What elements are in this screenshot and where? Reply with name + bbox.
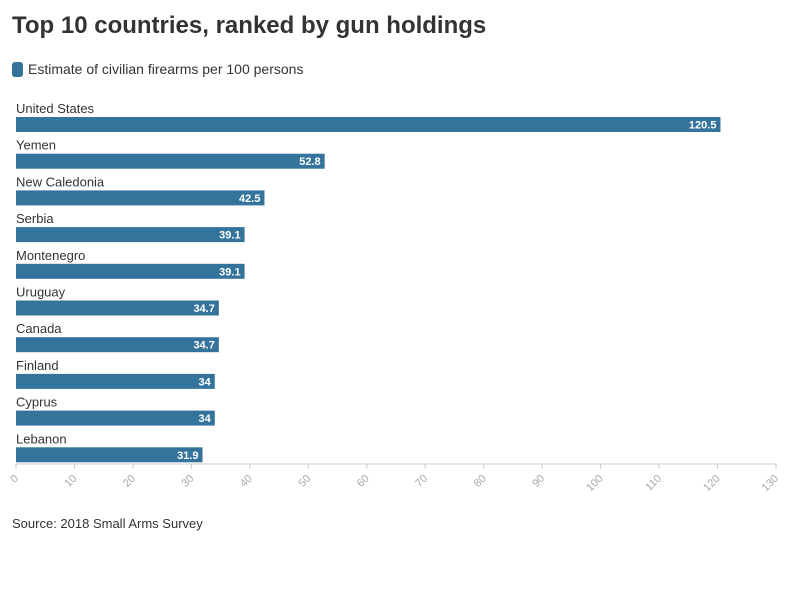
value-label: 34 xyxy=(199,376,212,388)
value-label: 39.1 xyxy=(219,266,240,278)
bar xyxy=(16,190,265,206)
value-label: 34.7 xyxy=(193,303,214,315)
value-label: 120.5 xyxy=(689,120,717,132)
legend: Estimate of civilian firearms per 100 pe… xyxy=(12,61,303,77)
bar xyxy=(16,410,215,426)
value-label: 39.1 xyxy=(219,230,240,242)
value-label: 42.5 xyxy=(239,193,260,205)
x-tick-label: 90 xyxy=(530,473,547,490)
x-tick-label: 10 xyxy=(62,473,79,490)
x-tick-label: 20 xyxy=(121,473,138,490)
bar xyxy=(16,300,219,316)
bar xyxy=(16,117,721,132)
bar xyxy=(16,373,215,389)
x-tick-label: 120 xyxy=(701,473,722,494)
value-label: 34 xyxy=(199,413,212,425)
bar xyxy=(16,263,245,279)
x-tick-label: 100 xyxy=(584,473,605,494)
category-label: New Caledonia xyxy=(16,174,105,189)
bar xyxy=(16,337,219,353)
legend-swatch xyxy=(12,61,23,77)
x-tick-label: 80 xyxy=(472,473,489,490)
bar xyxy=(16,227,245,243)
category-label: Finland xyxy=(16,358,59,373)
value-label: 52.8 xyxy=(299,156,320,168)
x-tick-label: 110 xyxy=(643,473,664,494)
category-label: United States xyxy=(16,101,95,116)
x-tick-label: 0 xyxy=(8,473,21,486)
value-label: 31.9 xyxy=(177,450,198,462)
value-label: 34.7 xyxy=(193,340,214,352)
x-tick-label: 60 xyxy=(355,473,372,490)
category-label: Lebanon xyxy=(16,431,67,446)
source-note: Source: 2018 Small Arms Survey xyxy=(12,516,203,531)
category-label: Canada xyxy=(16,321,62,336)
chart-title: Top 10 countries, ranked by gun holdings xyxy=(12,12,487,39)
bar xyxy=(16,153,325,169)
category-label: Montenegro xyxy=(16,248,85,263)
x-tick-label: 50 xyxy=(296,473,313,490)
x-tick-label: 40 xyxy=(238,473,255,490)
legend-label: Estimate of civilian firearms per 100 pe… xyxy=(28,61,304,77)
category-label: Uruguay xyxy=(16,285,66,300)
category-label: Cyprus xyxy=(16,395,58,410)
x-tick-label: 70 xyxy=(413,473,430,490)
category-label: Serbia xyxy=(16,211,54,226)
category-label: Yemen xyxy=(16,138,56,153)
x-tick-label: 30 xyxy=(179,473,196,490)
x-tick-label: 130 xyxy=(760,473,781,494)
bar xyxy=(16,447,203,463)
